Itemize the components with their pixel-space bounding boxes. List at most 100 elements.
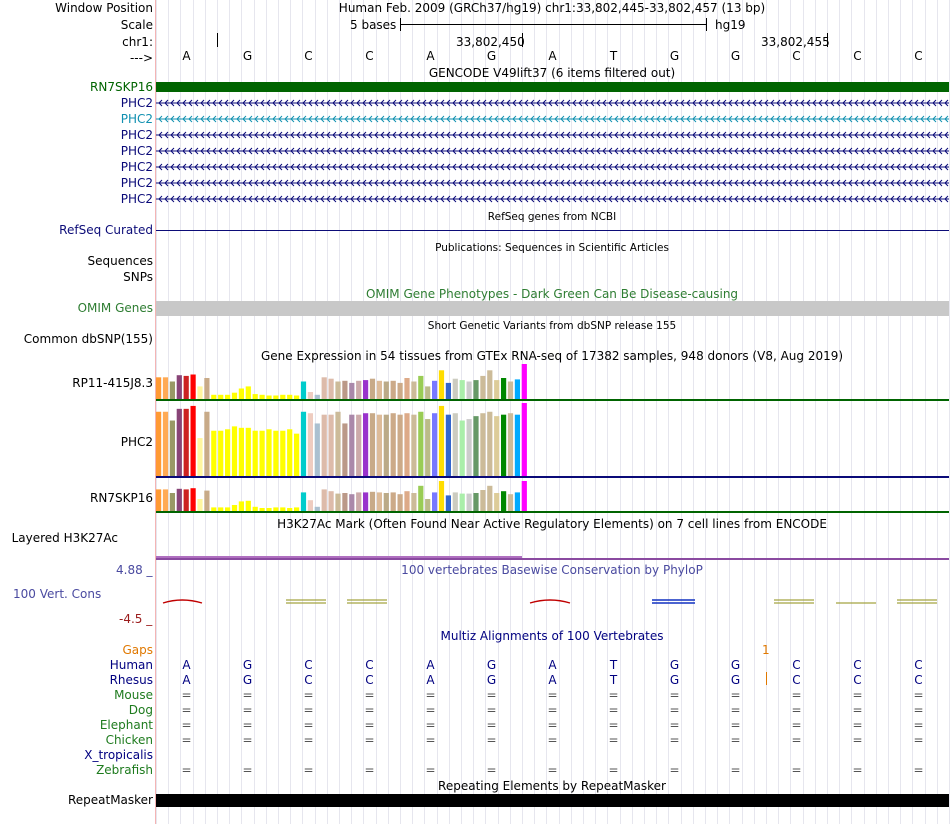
base-letter: G — [730, 49, 741, 63]
publications-sequences-label[interactable]: Sequences — [87, 254, 153, 268]
coord-1: 33,802,450 — [456, 35, 525, 49]
multiz-species-label[interactable]: X_tropicalis — [84, 748, 153, 762]
gtex-tissue-bar — [432, 492, 438, 511]
gtex-tissue-bar — [480, 413, 486, 476]
multiz-species-label[interactable]: Dog — [128, 703, 153, 717]
gencode-item-rn7skp16[interactable]: RN7SKP16 — [90, 80, 153, 94]
gencode-item-phc2[interactable]: PHC2 — [120, 144, 153, 158]
base-letter: C — [365, 49, 374, 63]
gencode-item-phc2[interactable]: PHC2 — [120, 192, 153, 206]
gtex-tissue-bar — [349, 414, 355, 476]
h3k27ac-signal-a — [156, 556, 522, 558]
gtex-tissue-bar — [514, 414, 520, 476]
repeatmasker-label[interactable]: RepeatMasker — [67, 793, 153, 807]
multiz-base: = — [913, 733, 924, 747]
publications-snps-label[interactable]: SNPs — [123, 270, 153, 284]
gtex-tissue-bar — [197, 438, 203, 476]
gtex-tissue-bar — [390, 492, 396, 511]
gtex-tissue-bar — [162, 377, 169, 399]
gtex-tissue-bar — [190, 405, 196, 476]
multiz-base: = — [913, 703, 924, 717]
refseq-title[interactable]: RefSeq genes from NCBI — [487, 211, 617, 223]
dbsnp-title[interactable]: Short Genetic Variants from dbSNP releas… — [427, 320, 677, 332]
gtex-tissue-bar — [300, 492, 307, 511]
gtex-tissue-bar — [473, 380, 479, 399]
gtex-tissue-bar — [501, 491, 507, 511]
gencode-item-phc2[interactable]: PHC2 — [120, 160, 153, 174]
multiz-species-label[interactable]: Zebrafish — [96, 763, 153, 777]
multiz-base: = — [608, 688, 619, 702]
gtex-tissue-bar — [218, 507, 224, 511]
dbsnp-label[interactable]: Common dbSNP(155) — [23, 332, 153, 346]
gtex-tissue-bar — [287, 429, 293, 476]
strand-chevrons — [158, 147, 949, 155]
gtex-tissue-bar — [300, 411, 307, 476]
multiz-title[interactable]: Multiz Alignments of 100 Vertebrates — [440, 629, 664, 643]
gencode-title[interactable]: GENCODE V49lift37 (6 items filtered out) — [428, 66, 676, 80]
multiz-base: C — [792, 658, 801, 672]
gtex-tissue-bar — [404, 491, 410, 511]
gtex-gene-label-2[interactable]: RN7SKP16 — [90, 491, 153, 505]
omim-genes-label[interactable]: OMIM Genes — [77, 301, 153, 315]
phylop-mark-4 — [529, 599, 571, 604]
multiz-base: = — [364, 718, 375, 732]
scale-bar-left-tick — [400, 18, 401, 31]
repeatmasker-feature[interactable] — [156, 794, 949, 807]
rn7skp16-feature[interactable] — [156, 82, 949, 92]
gtex-tissue-bar — [432, 380, 438, 399]
gtex-tissue-bar — [183, 408, 189, 476]
multiz-base: G — [669, 673, 680, 687]
multiz-species-label[interactable]: Elephant — [99, 718, 153, 732]
gtex-tissue-bar — [466, 419, 472, 476]
phylop-title[interactable]: 100 vertebrates Basewise Conservation by… — [401, 563, 703, 577]
publications-title[interactable]: Publications: Sequences in Scientific Ar… — [435, 242, 669, 254]
gtex-gene-label-0[interactable]: RP11-415J8.3 — [72, 376, 153, 390]
base-letter: T — [609, 49, 618, 63]
gtex-tissue-bar — [369, 378, 376, 399]
multiz-base: = — [791, 763, 802, 777]
multiz-base: = — [242, 688, 253, 702]
omim-title[interactable]: OMIM Gene Phenotypes - Dark Green Can Be… — [365, 287, 739, 301]
multiz-species-label[interactable]: Chicken — [105, 733, 153, 747]
gtex-tissue-bar — [473, 493, 479, 511]
multiz-species-label[interactable]: Mouse — [114, 688, 153, 702]
multiz-gaps-label[interactable]: Gaps — [122, 643, 153, 657]
gtex-tissue-bar — [349, 382, 355, 399]
gencode-item-phc2[interactable]: PHC2 — [120, 96, 153, 110]
base-letter: A — [426, 49, 435, 63]
gtex-tissue-bar — [273, 507, 279, 511]
grid-line — [888, 0, 889, 824]
coord-tick-2 — [827, 33, 828, 47]
repeatmasker-title[interactable]: Repeating Elements by RepeatMasker — [438, 779, 666, 793]
h3k27ac-title[interactable]: H3K27Ac Mark (Often Found Near Active Re… — [277, 517, 827, 531]
refseq-curated-label[interactable]: RefSeq Curated — [59, 223, 153, 237]
gencode-item-phc2[interactable]: PHC2 — [120, 176, 153, 190]
gtex-title[interactable]: Gene Expression in 54 tissues from GTEx … — [260, 349, 844, 363]
multiz-species-label[interactable]: Rhesus — [109, 673, 153, 687]
multiz-base: = — [303, 733, 314, 747]
multiz-species-label[interactable]: Human — [109, 658, 153, 672]
multiz-base: = — [913, 763, 924, 777]
gtex-tissue-bar — [162, 411, 169, 476]
gtex-tissue-bar — [266, 395, 272, 399]
multiz-base: C — [914, 673, 923, 687]
grid-line — [290, 0, 292, 824]
grid-line — [546, 0, 548, 824]
refseq-feature-line[interactable] — [156, 230, 949, 231]
gencode-item-phc2[interactable]: PHC2 — [120, 112, 153, 126]
gencode-item-phc2[interactable]: PHC2 — [120, 128, 153, 142]
gtex-gene-label-1[interactable]: PHC2 — [120, 435, 153, 449]
h3k27ac-label[interactable]: Layered H3K27Ac — [11, 531, 118, 545]
gtex-tissue-bar — [418, 485, 424, 511]
omim-feature[interactable] — [156, 301, 949, 316]
phylop-label[interactable]: 100 Vert. Cons — [13, 587, 102, 601]
